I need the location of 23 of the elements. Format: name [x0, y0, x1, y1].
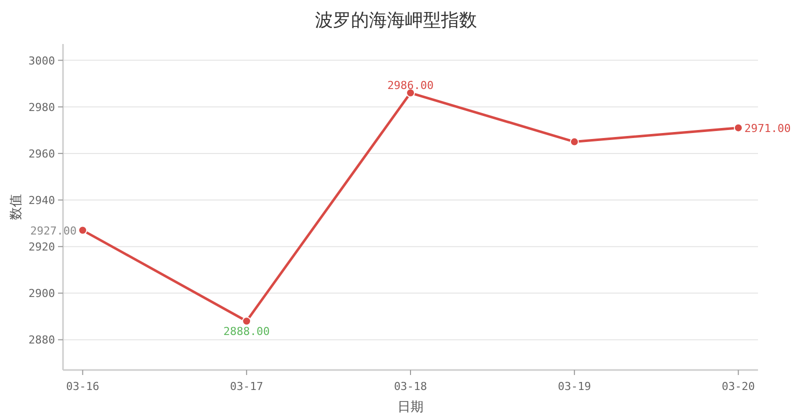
- y-tick-label: 2900: [28, 287, 55, 300]
- y-tick-label: 2920: [28, 240, 55, 254]
- y-tick-label: 2980: [28, 100, 55, 114]
- data-label: 2927.00: [30, 224, 77, 238]
- y-tick-label: 2940: [28, 194, 55, 208]
- x-tick-label: 03-20: [722, 380, 755, 393]
- y-axis-title: 数值: [9, 194, 24, 220]
- x-tick-label: 03-17: [230, 380, 264, 393]
- chart-title: 波罗的海海岬型指数: [315, 10, 477, 31]
- point: [570, 137, 579, 146]
- point: [734, 123, 743, 132]
- x-axis-title: 日期: [398, 400, 424, 415]
- y-tick-label: 2960: [28, 147, 55, 160]
- x-tick-label: 03-19: [558, 380, 591, 393]
- x-tick-label: 03-16: [66, 380, 100, 393]
- y-tick-label: 2880: [28, 334, 55, 347]
- point: [78, 226, 88, 235]
- data-label: 2986.00: [387, 78, 434, 92]
- data-label: 2971.00: [744, 122, 791, 135]
- y-tick-label: 3000: [28, 54, 55, 68]
- data-label: 2888.00: [223, 325, 270, 338]
- x-tick-label: 03-18: [394, 380, 428, 393]
- point: [242, 316, 252, 326]
